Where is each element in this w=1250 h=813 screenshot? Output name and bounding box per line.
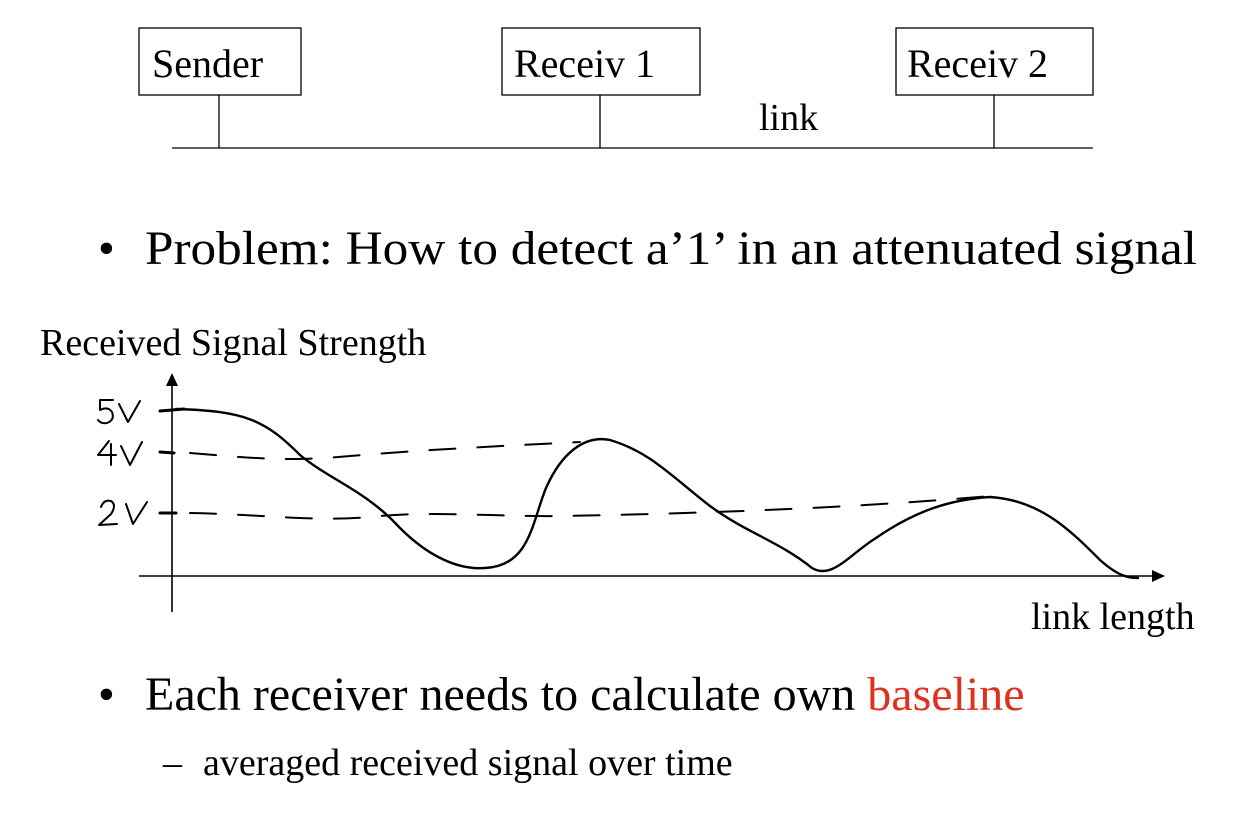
bullet-baseline-lead: Each receiver needs to calculate own xyxy=(145,668,867,721)
receiver-2-node: Receiv 2 xyxy=(895,27,1094,148)
label-5v xyxy=(97,399,141,425)
receiver-1-box xyxy=(501,27,701,96)
signal-plot: Received Signal Strength link length xyxy=(40,322,1195,638)
bullet-marker: • xyxy=(98,668,115,721)
sub-bullet-text: averaged received signal over time xyxy=(203,742,733,784)
bullet-marker: • xyxy=(98,222,115,275)
receiver-2-label: Receiv 2 xyxy=(907,41,1048,86)
bullet-baseline: • Each receiver needs to calculate own b… xyxy=(98,668,1025,721)
label-4v xyxy=(97,440,143,466)
threshold-2v-line xyxy=(189,495,991,520)
y-axis-arrowhead xyxy=(166,373,178,386)
y-axis-title: Received Signal Strength xyxy=(40,322,426,364)
sub-bullet-averaged: – averaged received signal over time xyxy=(162,742,733,784)
sender-label: Sender xyxy=(152,41,263,86)
receiver-2-box xyxy=(895,27,1094,96)
x-axis-arrowhead xyxy=(1152,570,1165,582)
link-label: link xyxy=(759,97,818,139)
sub-bullet-marker: – xyxy=(162,742,183,784)
x-axis-title: link length xyxy=(1031,596,1195,638)
network-diagram: Sender Receiv 1 Receiv 2 link xyxy=(138,27,1094,149)
bullet-problem-text: Problem: How to detect a’1’ in an attenu… xyxy=(145,222,1197,275)
received-signal-curve xyxy=(174,407,1140,580)
sender-node: Sender xyxy=(138,27,302,148)
receiver-1-label: Receiv 1 xyxy=(514,41,655,86)
baseline-highlight: baseline xyxy=(867,668,1024,721)
threshold-4v-line xyxy=(189,441,581,460)
sender-box xyxy=(138,27,302,96)
bullet-baseline-text: Each receiver needs to calculate own bas… xyxy=(145,668,1025,721)
tick-4v xyxy=(158,450,176,455)
label-2v xyxy=(98,499,148,526)
receiver-1-node: Receiv 1 xyxy=(501,27,701,148)
bullet-problem: • Problem: How to detect a’1’ in an atte… xyxy=(98,222,1197,275)
